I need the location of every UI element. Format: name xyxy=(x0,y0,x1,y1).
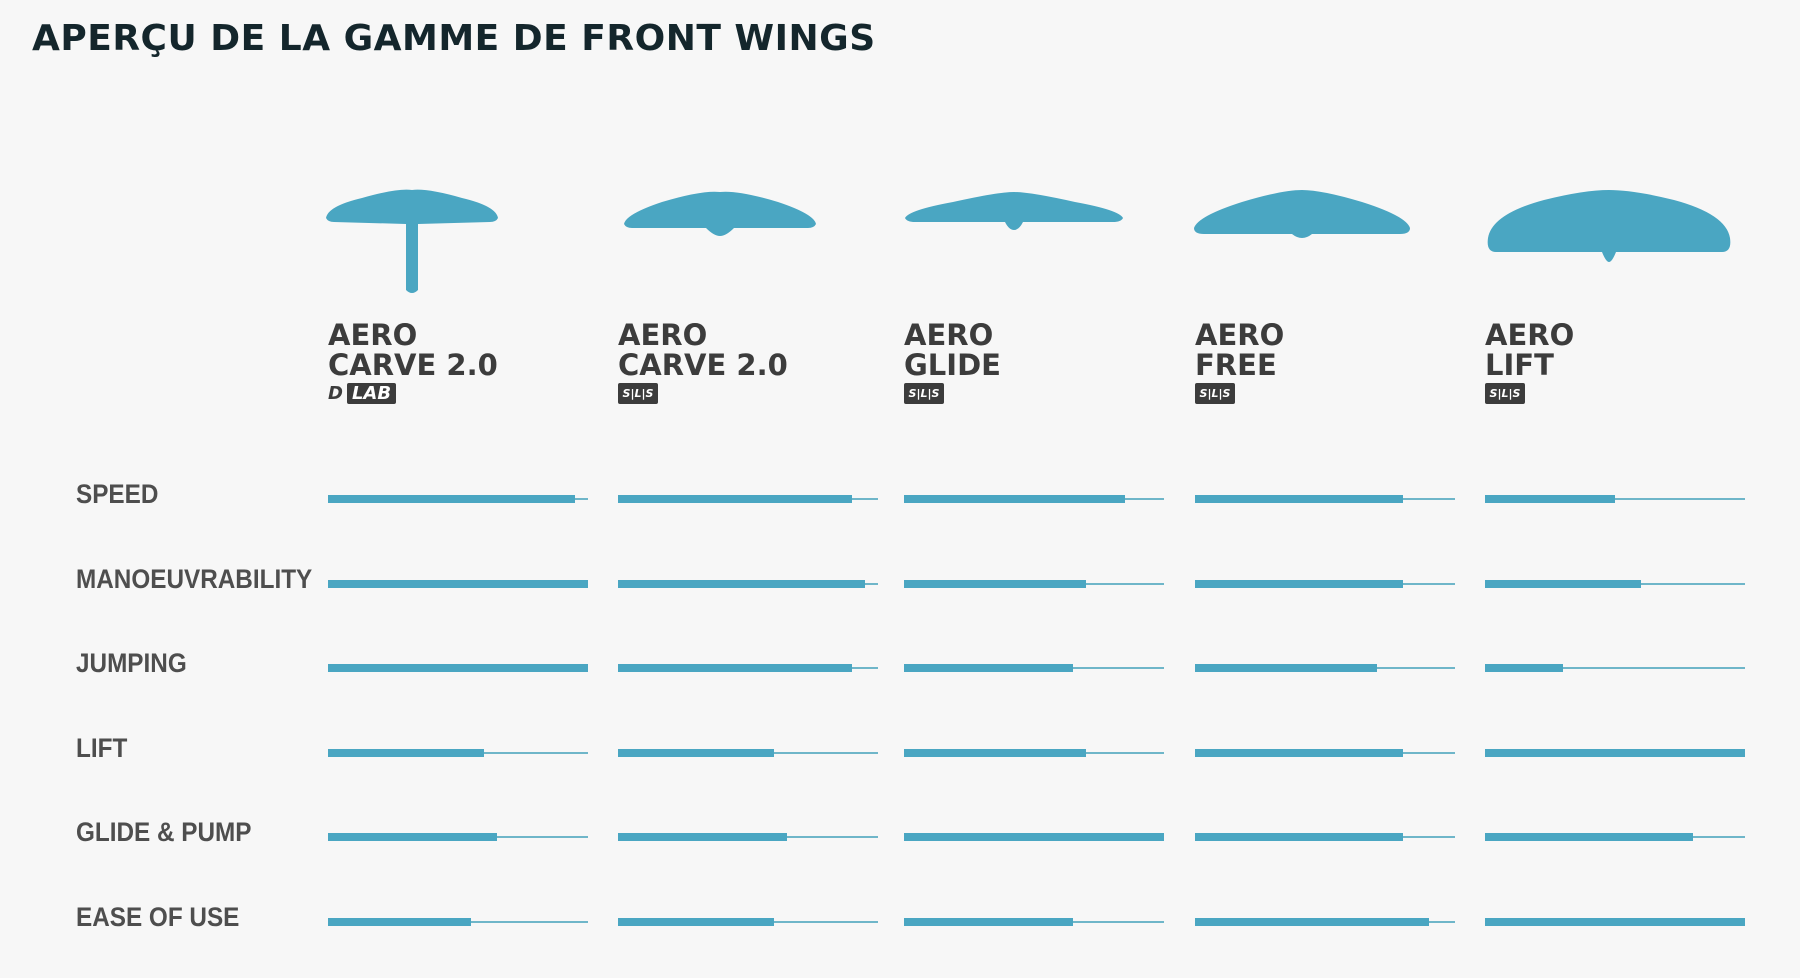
rating-bar xyxy=(1485,749,1745,757)
row-label: EASE OF USE xyxy=(76,902,240,932)
rating-bar xyxy=(904,664,1073,672)
rating-bar xyxy=(1485,580,1641,588)
rating-bar xyxy=(1195,833,1403,841)
rating-bar xyxy=(1195,664,1377,672)
rating-bar xyxy=(904,495,1125,503)
rating-bar xyxy=(1195,918,1429,926)
rating-bar xyxy=(328,495,575,503)
product-name: AERO LIFT xyxy=(1485,320,1574,380)
rating-bar xyxy=(904,918,1073,926)
rating-bar xyxy=(618,918,774,926)
rating-bar xyxy=(328,833,497,841)
product-name: AERO CARVE 2.0 xyxy=(618,320,788,380)
row-label: MANOEUVRABILITY xyxy=(76,564,313,594)
rating-bar xyxy=(1195,495,1403,503)
rating-track xyxy=(1485,498,1745,500)
front-wing-with-mast-icon xyxy=(326,189,498,293)
product-name-line2: CARVE 2.0 xyxy=(328,348,498,382)
rating-bar xyxy=(904,833,1164,841)
rating-bar xyxy=(1195,580,1403,588)
front-wing-icon xyxy=(1194,190,1410,238)
rating-bar xyxy=(328,580,588,588)
rating-bar xyxy=(904,580,1086,588)
product-name-line2: GLIDE xyxy=(904,348,1001,382)
rating-bar xyxy=(1485,918,1745,926)
product-name-line2: CARVE 2.0 xyxy=(618,348,788,382)
product-name-line1: AERO xyxy=(1485,318,1575,352)
product-name: AERO CARVE 2.0 xyxy=(328,320,498,380)
front-wing-icon xyxy=(905,192,1123,230)
product-name-line1: AERO xyxy=(904,318,994,352)
rating-bar xyxy=(618,495,852,503)
front-wing-icon xyxy=(1487,190,1731,262)
sls-badge: S|L|S xyxy=(1195,383,1235,404)
rating-bar xyxy=(1485,664,1563,672)
row-label: SPEED xyxy=(76,479,159,509)
product-name-line1: AERO xyxy=(1195,318,1285,352)
dlab-badge-text: LAB xyxy=(346,383,397,404)
rating-bar xyxy=(1485,495,1615,503)
product-name: AERO GLIDE xyxy=(904,320,1001,380)
row-label: LIFT xyxy=(76,733,128,763)
sls-badge: S|L|S xyxy=(1485,383,1525,404)
product-name-line2: LIFT xyxy=(1485,348,1554,382)
row-label: JUMPING xyxy=(76,648,187,678)
dlab-badge: D LAB xyxy=(328,383,397,404)
product-name-line2: FREE xyxy=(1195,348,1277,382)
sls-badge: S|L|S xyxy=(618,383,658,404)
product-name-line1: AERO xyxy=(328,318,418,352)
front-wing-icon xyxy=(624,191,816,236)
dlab-badge-prefix: D xyxy=(328,383,343,404)
rating-bar xyxy=(328,664,588,672)
product-name: AERO FREE xyxy=(1195,320,1284,380)
row-label: GLIDE & PUMP xyxy=(76,817,252,847)
page-title: APERÇU DE LA GAMME DE FRONT WINGS xyxy=(32,18,876,59)
rating-bar xyxy=(1195,749,1403,757)
rating-bar xyxy=(904,749,1086,757)
sls-badge: S|L|S xyxy=(904,383,944,404)
rating-bar xyxy=(328,918,471,926)
rating-bar xyxy=(618,580,865,588)
rating-bar xyxy=(618,749,774,757)
rating-bar xyxy=(328,749,484,757)
rating-bar xyxy=(618,664,852,672)
rating-track xyxy=(1485,667,1745,669)
product-name-line1: AERO xyxy=(618,318,708,352)
rating-bar xyxy=(1485,833,1693,841)
rating-bar xyxy=(618,833,787,841)
